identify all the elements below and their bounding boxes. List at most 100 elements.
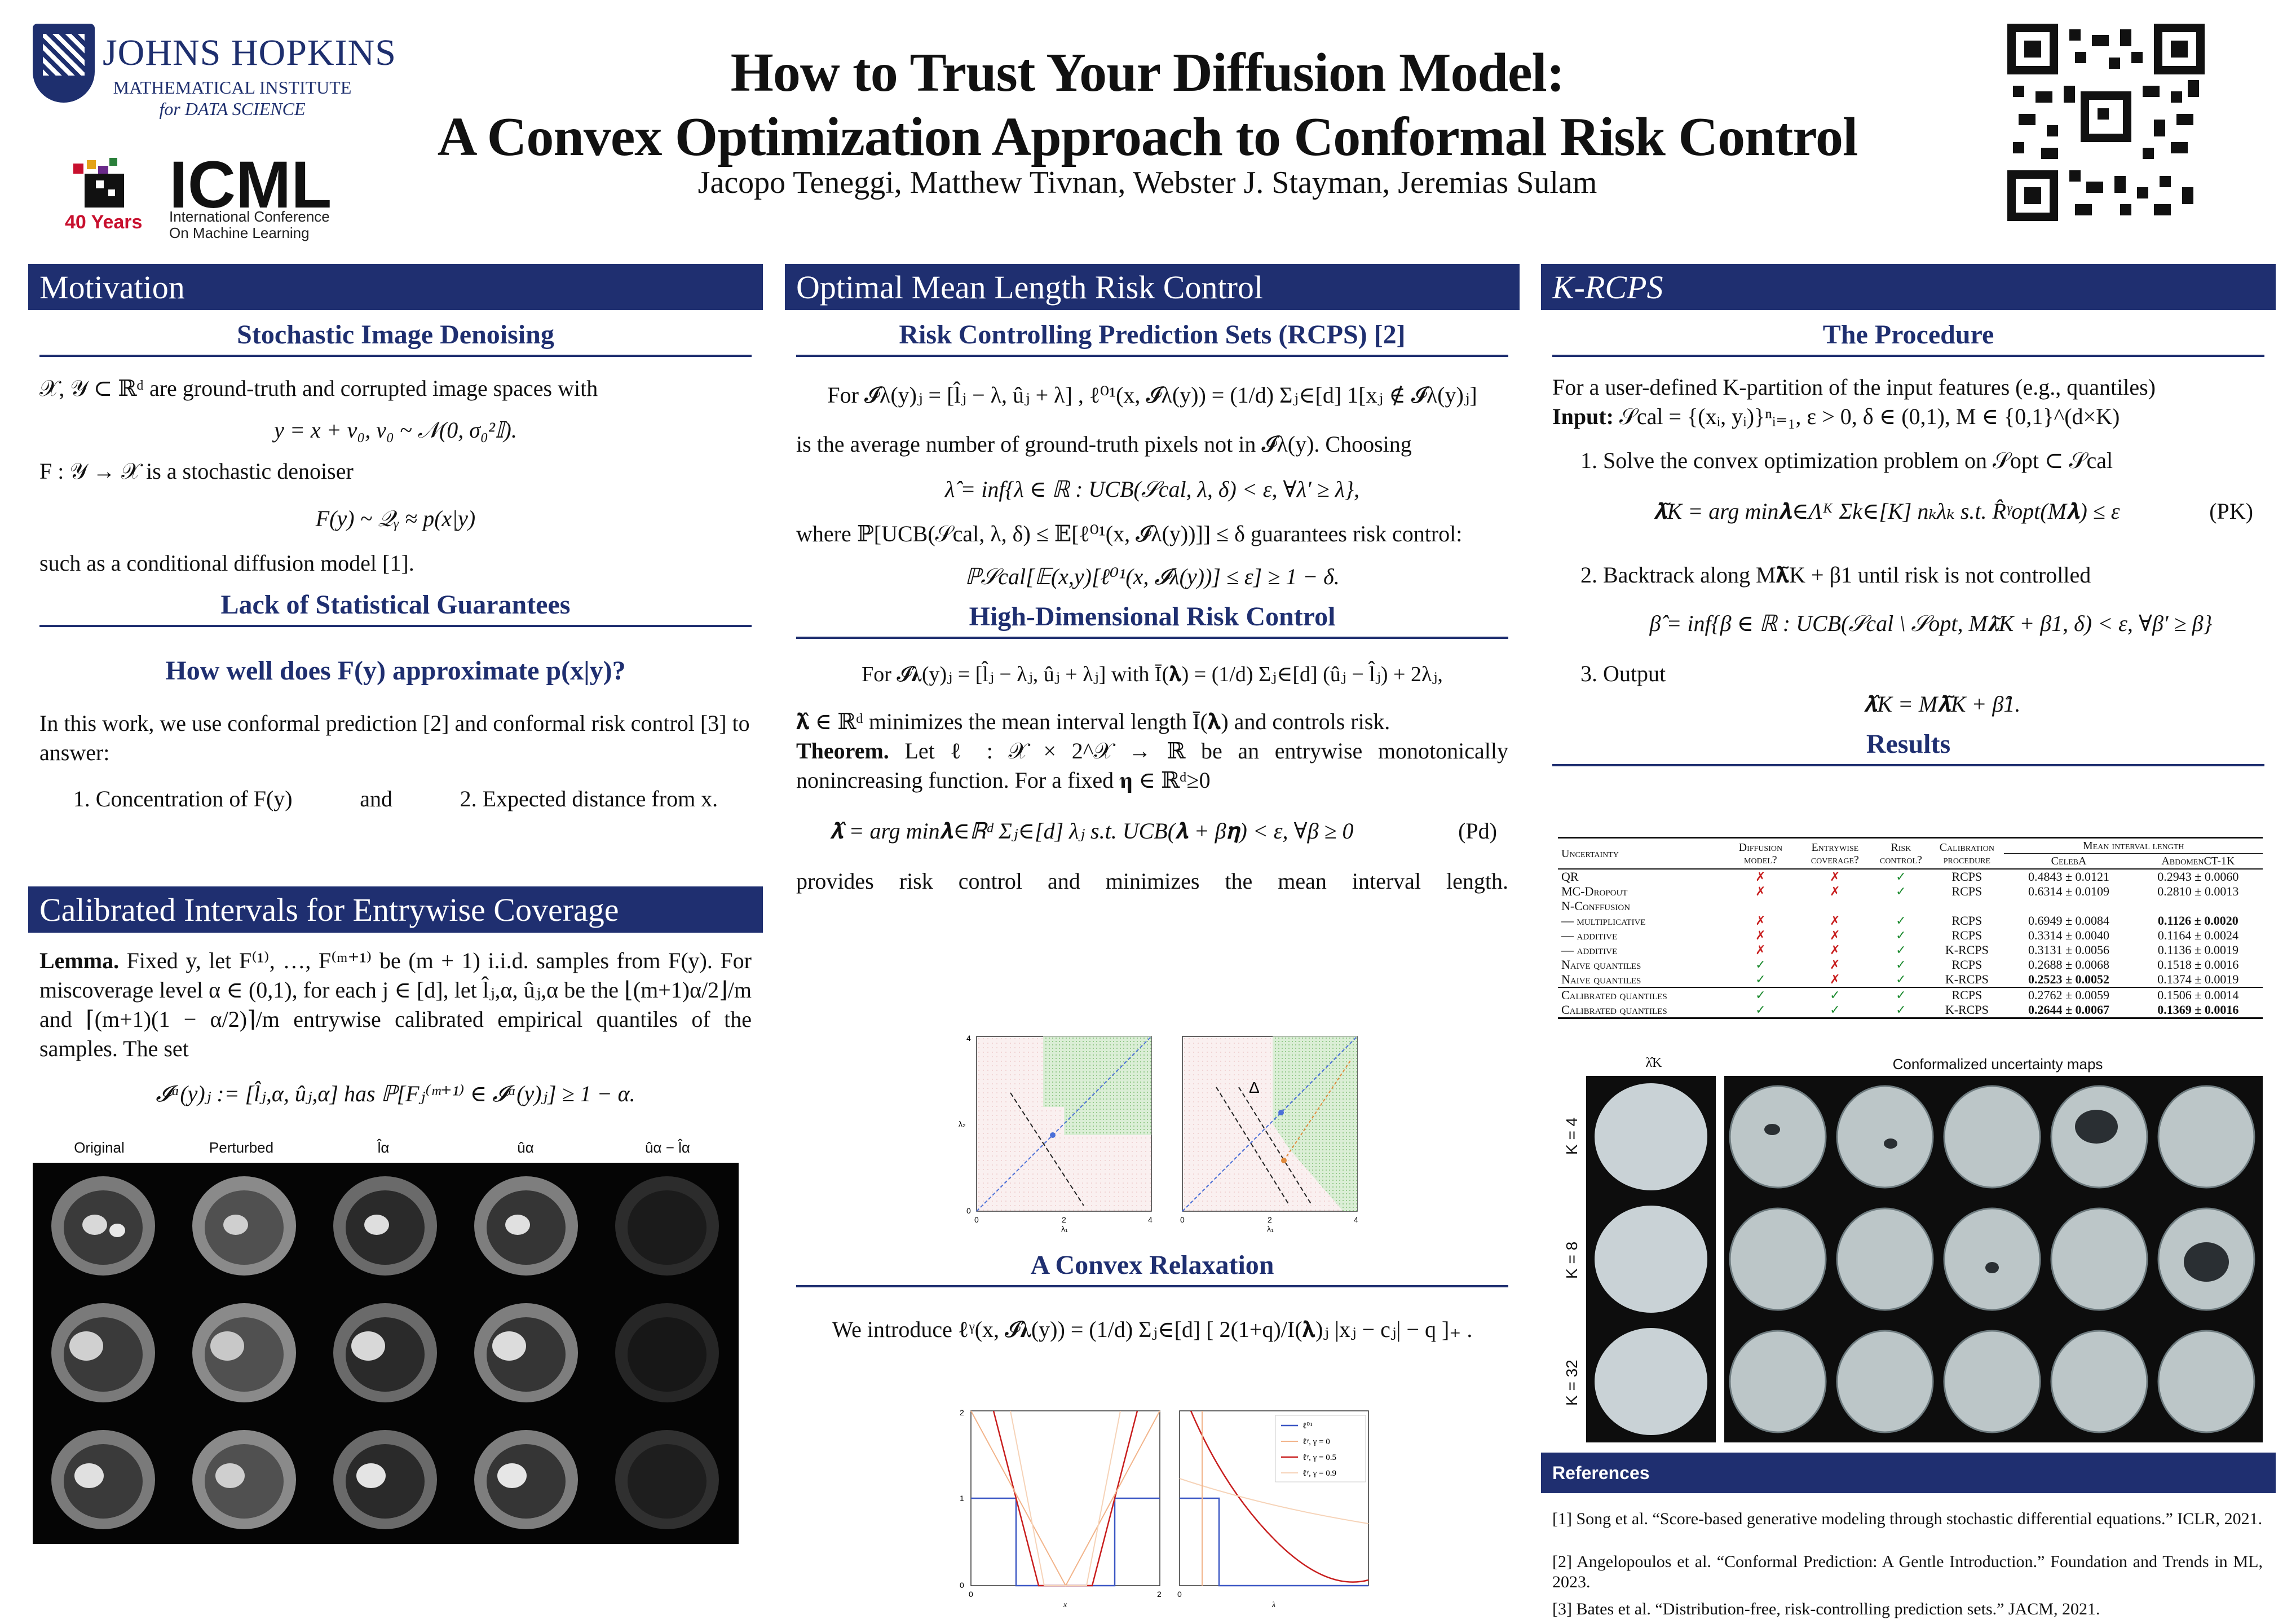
cell-value: ✗ <box>1830 957 1840 972</box>
qr-code[interactable] <box>2007 24 2205 221</box>
icml-years: 40 Years <box>65 211 143 233</box>
cell-value: 0.1374 ± 0.0019 <box>2157 972 2239 986</box>
cell-value: 0.1136 ± 0.0019 <box>2157 943 2238 957</box>
cell-value: ✗ <box>1830 870 1840 884</box>
cell-value: 0.2688 ± 0.0068 <box>2028 957 2110 972</box>
uncertainty-maps-figure: K = 4 K = 8 K = 32 <box>1564 1076 2263 1442</box>
procedure-p1: For a user-defined K-partition of the in… <box>1552 374 2156 400</box>
cell-value: ✓ <box>1755 972 1766 986</box>
icml-wordmark: ICML <box>169 148 332 222</box>
fig-label-width: ûα − l̂α <box>645 1139 690 1156</box>
cell-value <box>1723 899 1798 914</box>
plot3-ytick-0: 0 <box>960 1581 964 1590</box>
reference-2: [2] Angelopoulos et al. “Conformal Predi… <box>1552 1552 2263 1591</box>
maps-title: Conformalized uncertainty maps <box>1892 1056 2103 1073</box>
column-middle: Optimal Mean Length Risk Control Risk Co… <box>785 264 1520 1608</box>
plot1-ytick-0: 0 <box>966 1206 971 1215</box>
legend-l01: ℓ⁰¹ <box>1302 1422 1313 1431</box>
cell-value: RCPS <box>1951 870 1982 884</box>
motivation-list: 1. Concentration of F(y) and 2. Expected… <box>28 784 763 814</box>
theorem-body: Let ℓ : 𝒳 × 2^𝒳 → ℝ be an entrywise mono… <box>796 738 1509 793</box>
step-1: 1. Solve the convex optimization problem… <box>1580 448 2113 473</box>
th-celeba: CelebA <box>2051 855 2087 867</box>
table-row: Calibrated quantiles ✓ ✓ ✓ K-RCPS 0.2644 ± 0.… <box>1558 1003 2263 1018</box>
pk-eq-row: 𝛌̃K = arg min𝛌∈Λᴷ Σk∈[K] nₖλₖ s.t. R̂ᵞop… <box>1541 498 2276 524</box>
legend-g09: ℓᵞ, γ = 0.9 <box>1302 1469 1336 1478</box>
cell-value: ✓ <box>1755 988 1766 1002</box>
pd-p5: provides risk control and minimizes the … <box>796 868 1508 894</box>
motivation-item-2: 2. Expected distance from x. <box>460 786 718 811</box>
section-optimal-mean-length: Optimal Mean Length Risk Control <box>785 264 1520 310</box>
subheading-high-dim: High-Dimensional Risk Control <box>796 601 1508 639</box>
cell-value: ✗ <box>1755 870 1766 884</box>
rcps-eq2: λ̂ = inf{λ ∈ ℝ : UCB(𝒮cal, λ, δ) < ε, ∀λ… <box>944 476 1360 502</box>
table-row: N-Conffusion <box>1558 899 2263 914</box>
table-row: MC-Dropout ✗ ✗ ✓ RCPS 0.6314 ± 0.0109 0.2810 ±… <box>1558 884 2263 899</box>
cell-value <box>2004 899 2133 914</box>
procedure-input: Input: 𝒮cal = {(xᵢ, yᵢ)}ⁿᵢ₌₁, ε > 0, δ ∈… <box>1541 402 2276 431</box>
th-risk: Risk control? <box>1879 841 1922 866</box>
table-row: QR ✗ ✗ ✓ RCPS 0.4843 ± 0.0121 0.2943 ± 0.0060 <box>1558 869 2263 884</box>
th-coverage: Entrywise coverage? <box>1811 841 1859 866</box>
subheading-lack-guarantees: Lack of Statistical Guarantees <box>39 589 752 627</box>
plot1-xtick-0: 0 <box>974 1215 979 1224</box>
theorem-label: Theorem. <box>796 738 889 764</box>
lambda-k-label: λ̂K <box>1645 1056 1662 1070</box>
plot2-xtick-0: 0 <box>1180 1215 1185 1224</box>
table-row: Naive quantiles ✓ ✗ ✓ RCPS 0.2688 ± 0.0068 0.1… <box>1558 957 2263 972</box>
cell-value: ✓ <box>1755 1003 1766 1017</box>
cell-value: ✗ <box>1830 884 1840 898</box>
cell-value <box>1872 899 1929 914</box>
cell-value: 0.2523 ± 0.0052 <box>2028 972 2110 986</box>
cell-value: ✗ <box>1755 884 1766 898</box>
cell-value: ✓ <box>1896 957 1906 972</box>
rcps-p1: is the average number of ground-truth pi… <box>796 431 1412 457</box>
cell-method: — additive <box>1561 943 1618 957</box>
cell-value: 0.1369 ± 0.0016 <box>2157 1003 2239 1017</box>
rcps-p2: where ℙ[UCB(𝒮cal, λ, δ) ≤ 𝔼[ℓ⁰¹(x, 𝓘λ(y)… <box>796 521 1463 546</box>
results-table: Uncertainty Diffusion model? Entrywise c… <box>1558 837 2263 1019</box>
subheading-stochastic-denoising: Stochastic Image Denoising <box>39 319 752 357</box>
lemma-eq: 𝓘ᵅ(y)ⱼ := [l̂ⱼ,α, ûⱼ,α] has ℙ[Fⱼ⁽ᵐ⁺¹⁾ ∈ … <box>156 1081 635 1106</box>
plot3-xlabel: x <box>1063 1601 1067 1608</box>
motivation-p2: F : 𝒴 → 𝒳 is a stochastic denoiser <box>39 458 354 484</box>
cell-value: 0.1164 ± 0.0024 <box>2157 928 2238 942</box>
cell-value: K-RCPS <box>1945 1003 1989 1017</box>
cell-value: ✓ <box>1896 884 1906 898</box>
cell-value: 0.2810 ± 0.0013 <box>2157 884 2239 898</box>
legend-g0: ℓᵞ, γ = 0 <box>1302 1437 1330 1446</box>
plot1-xlabel: λ₁ <box>1061 1224 1068 1233</box>
cell-method: Calibrated quantiles <box>1561 1003 1667 1017</box>
cell-value: ✓ <box>1896 943 1906 957</box>
k-label-4: K = 4 <box>1564 1118 1580 1155</box>
output-eq: 𝛌̂K = M𝛌̃K + β̂1. <box>1864 691 2021 717</box>
column-left: Motivation Stochastic Image Denoising 𝒳,… <box>28 264 763 1544</box>
subheading-rcps: Risk Controlling Prediction Sets (RCPS) … <box>796 319 1508 357</box>
cell-value: ✓ <box>1896 1003 1906 1017</box>
motivation-and: and <box>360 786 392 811</box>
cell-value: ✓ <box>1896 988 1906 1002</box>
poster-title: How to Trust Your Diffusion Model: A Con… <box>437 42 1858 167</box>
table-row: — multiplicative ✗ ✗ ✓ RCPS 0.6949 ± 0.0084 0.… <box>1558 914 2263 928</box>
cell-value: ✓ <box>1896 928 1906 942</box>
jhu-name: JOHNS HOPKINS <box>103 32 396 73</box>
pk-eq: 𝛌̃K = arg min𝛌∈Λᴷ Σk∈[K] nₖλₖ s.t. R̂ᵞop… <box>1654 498 2120 524</box>
cell-value: RCPS <box>1951 988 1982 1002</box>
subheading-convex-relaxation: A Convex Relaxation <box>796 1250 1508 1287</box>
backtrack-eq: β̂ = inf{β ∈ ℝ : UCB(𝒮cal \ 𝒮opt, M𝛌̃K +… <box>1649 611 2213 636</box>
cell-method: — additive <box>1561 928 1618 942</box>
jhu-subtitle: MATHEMATICAL INSTITUTE for DATA SCIENCE <box>113 77 352 119</box>
cell-value: 0.1126 ± 0.0020 <box>2157 914 2238 928</box>
th-calibration: Calibration procedure <box>1939 841 1995 866</box>
cell-value: ✗ <box>1830 914 1840 928</box>
plot1-ylabel: λ₂ <box>959 1119 965 1128</box>
legend-g05: ℓᵞ, γ = 0.5 <box>1302 1453 1336 1462</box>
cell-value: ✓ <box>1830 988 1840 1002</box>
cell-value <box>2134 899 2263 914</box>
loss-plots: 2 1 0 0 2 x ℓ⁰¹ ℓᵞ, γ = 0 ℓᵞ, γ = 0.5 ℓᵞ… <box>960 1408 1369 1608</box>
step-2: 2. Backtrack along M𝛌̃K + β1 until risk … <box>1580 562 2091 588</box>
authors: Jacopo Teneggi, Matthew Tivnan, Webster … <box>697 165 1597 200</box>
cell-value: ✗ <box>1755 914 1766 928</box>
pd-eq: 𝛌̂ = arg min𝛌∈ℝᵈ Σⱼ∈[d] λⱼ s.t. UCB(𝛌 + … <box>830 818 1354 844</box>
lemma-label: Lemma. <box>39 948 120 973</box>
